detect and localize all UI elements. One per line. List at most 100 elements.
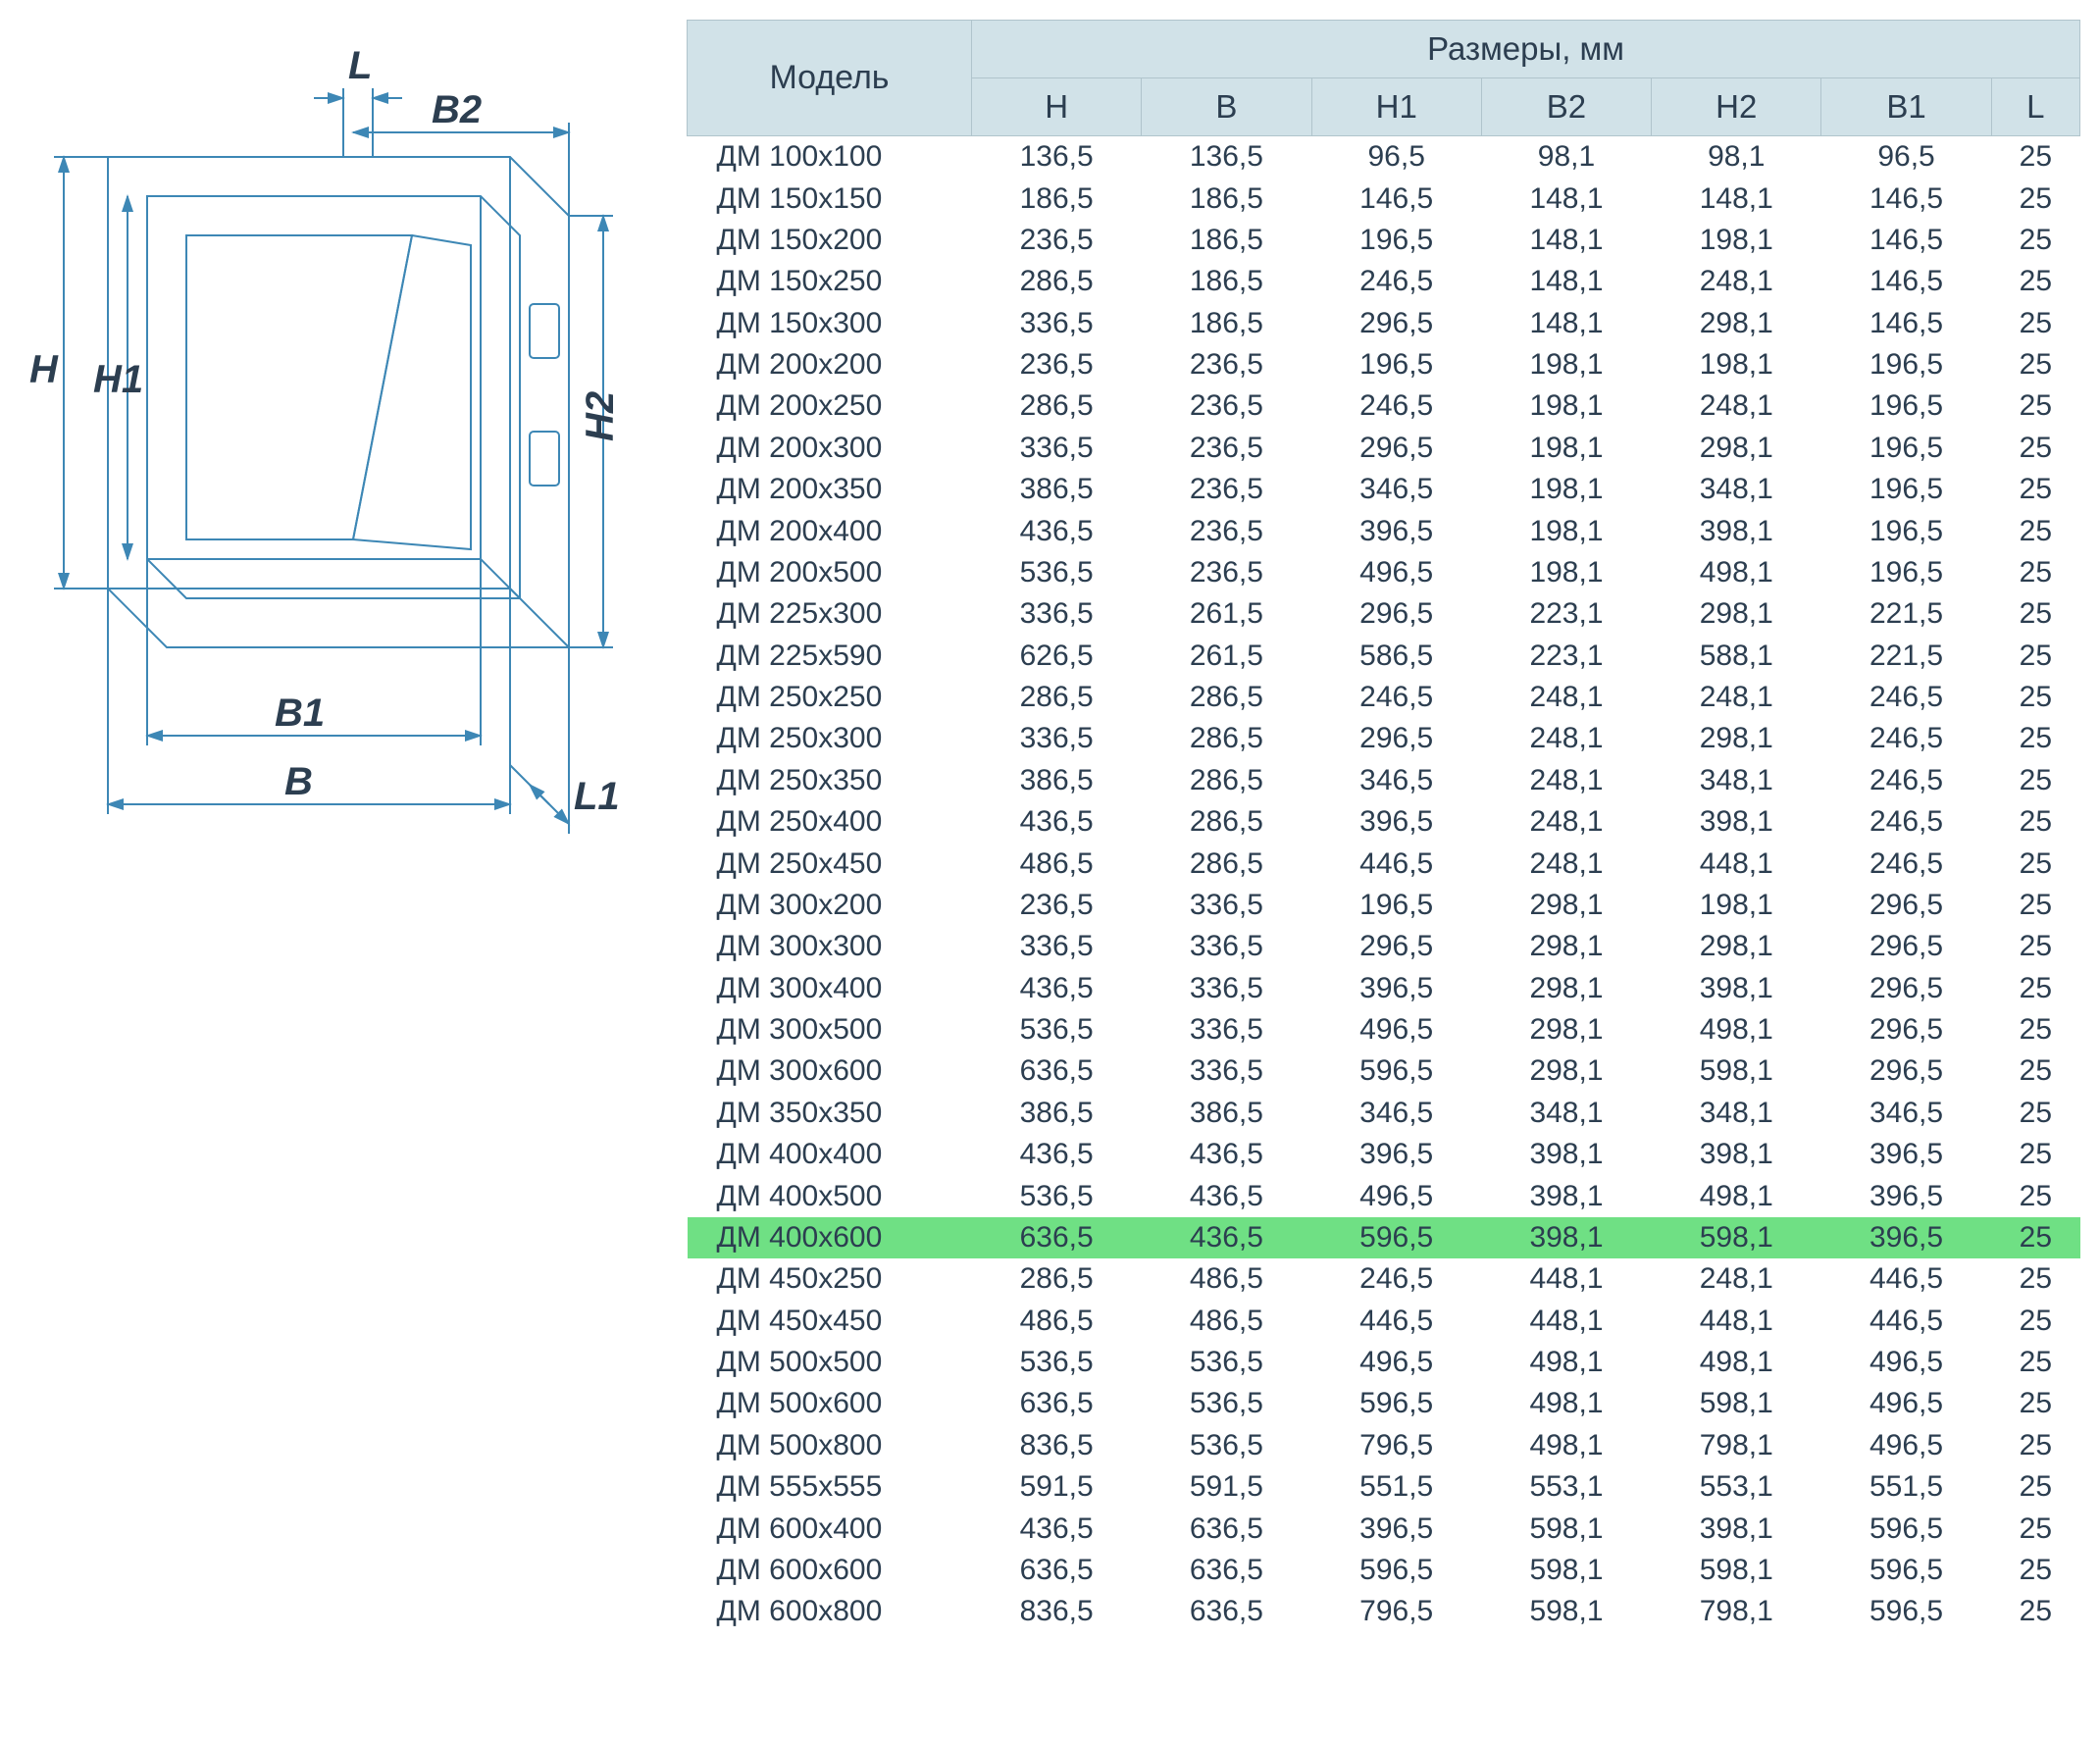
model-cell: ДМ 150х150 xyxy=(688,178,972,219)
dim-cell-H2: 498,1 xyxy=(1652,1175,1821,1216)
dim-label-H2: H2 xyxy=(579,391,622,441)
dim-cell-B: 536,5 xyxy=(1142,1383,1311,1424)
model-cell: ДМ 250х250 xyxy=(688,677,972,718)
dim-cell-H1: 196,5 xyxy=(1311,344,1481,385)
dim-cell-B: 261,5 xyxy=(1142,593,1311,635)
dim-cell-H1: 296,5 xyxy=(1311,428,1481,469)
dim-cell-B: 186,5 xyxy=(1142,261,1311,302)
model-cell: ДМ 200х500 xyxy=(688,552,972,593)
dim-cell-B: 286,5 xyxy=(1142,801,1311,843)
dim-cell-B2: 298,1 xyxy=(1481,1050,1651,1092)
dim-cell-L: 25 xyxy=(1991,428,2079,469)
dim-cell-B1: 551,5 xyxy=(1821,1466,1991,1508)
dim-cell-H1: 196,5 xyxy=(1311,220,1481,261)
model-cell: ДМ 200х300 xyxy=(688,428,972,469)
dim-cell-H: 386,5 xyxy=(972,760,1142,801)
dim-cell-H2: 598,1 xyxy=(1652,1217,1821,1258)
dim-cell-B: 236,5 xyxy=(1142,428,1311,469)
model-cell: ДМ 200х250 xyxy=(688,385,972,427)
dim-cell-B1: 146,5 xyxy=(1821,303,1991,344)
dim-cell-B: 286,5 xyxy=(1142,760,1311,801)
table-row: ДМ 200х250286,5236,5246,5198,1248,1196,5… xyxy=(688,385,2080,427)
dim-cell-H2: 148,1 xyxy=(1652,178,1821,219)
model-cell: ДМ 225х590 xyxy=(688,636,972,677)
dim-cell-H2: 398,1 xyxy=(1652,801,1821,843)
dim-cell-B2: 298,1 xyxy=(1481,968,1651,1009)
dim-cell-H: 536,5 xyxy=(972,552,1142,593)
dim-cell-H1: 496,5 xyxy=(1311,1009,1481,1050)
dim-cell-B1: 346,5 xyxy=(1821,1093,1991,1134)
dim-cell-B: 486,5 xyxy=(1142,1258,1311,1300)
dim-label-L1: L1 xyxy=(574,775,620,818)
dim-cell-B: 186,5 xyxy=(1142,220,1311,261)
dim-cell-B: 236,5 xyxy=(1142,344,1311,385)
table-row: ДМ 300х500536,5336,5496,5298,1498,1296,5… xyxy=(688,1009,2080,1050)
model-cell: ДМ 400х500 xyxy=(688,1175,972,1216)
dim-cell-H1: 96,5 xyxy=(1311,136,1481,179)
table-row: ДМ 300х400436,5336,5396,5298,1398,1296,5… xyxy=(688,968,2080,1009)
dim-cell-B2: 398,1 xyxy=(1481,1217,1651,1258)
table-row: ДМ 150х150186,5186,5146,5148,1148,1146,5… xyxy=(688,178,2080,219)
dim-cell-B2: 398,1 xyxy=(1481,1134,1651,1175)
dim-cell-B2: 198,1 xyxy=(1481,552,1651,593)
dim-cell-H: 386,5 xyxy=(972,1093,1142,1134)
dim-cell-H2: 798,1 xyxy=(1652,1591,1821,1632)
dim-cell-H1: 246,5 xyxy=(1311,1258,1481,1300)
table-body: ДМ 100х100136,5136,596,598,198,196,525ДМ… xyxy=(688,136,2080,1633)
table-row: ДМ 200х200236,5236,5196,5198,1198,1196,5… xyxy=(688,344,2080,385)
dim-cell-H1: 446,5 xyxy=(1311,843,1481,884)
dim-cell-B: 636,5 xyxy=(1142,1591,1311,1632)
dim-cell-B2: 498,1 xyxy=(1481,1342,1651,1383)
table-row: ДМ 400х400436,5436,5396,5398,1398,1396,5… xyxy=(688,1134,2080,1175)
model-cell: ДМ 200х400 xyxy=(688,510,972,551)
dim-cell-H1: 796,5 xyxy=(1311,1591,1481,1632)
dim-cell-H1: 446,5 xyxy=(1311,1301,1481,1342)
dim-cell-H1: 346,5 xyxy=(1311,1093,1481,1134)
dim-cell-B2: 248,1 xyxy=(1481,760,1651,801)
dim-cell-H2: 398,1 xyxy=(1652,968,1821,1009)
dim-cell-H: 336,5 xyxy=(972,593,1142,635)
dim-cell-H: 286,5 xyxy=(972,261,1142,302)
model-cell: ДМ 500х500 xyxy=(688,1342,972,1383)
model-cell: ДМ 200х200 xyxy=(688,344,972,385)
dim-cell-B2: 198,1 xyxy=(1481,428,1651,469)
dim-cell-H2: 598,1 xyxy=(1652,1050,1821,1092)
dim-cell-H1: 596,5 xyxy=(1311,1050,1481,1092)
model-cell: ДМ 250х350 xyxy=(688,760,972,801)
dim-cell-B2: 448,1 xyxy=(1481,1301,1651,1342)
dim-cell-L: 25 xyxy=(1991,926,2079,967)
dim-cell-L: 25 xyxy=(1991,1217,2079,1258)
header-col-H2: H2 xyxy=(1652,78,1821,136)
table-row: ДМ 250х450486,5286,5446,5248,1448,1246,5… xyxy=(688,843,2080,884)
dim-cell-H2: 348,1 xyxy=(1652,469,1821,510)
dim-cell-H1: 246,5 xyxy=(1311,385,1481,427)
model-cell: ДМ 600х600 xyxy=(688,1550,972,1591)
dim-cell-H: 286,5 xyxy=(972,677,1142,718)
dim-cell-H: 536,5 xyxy=(972,1009,1142,1050)
dim-cell-L: 25 xyxy=(1991,1050,2079,1092)
table-row: ДМ 500х600636,5536,5596,5498,1598,1496,5… xyxy=(688,1383,2080,1424)
table-row: ДМ 450х250286,5486,5246,5448,1248,1446,5… xyxy=(688,1258,2080,1300)
dim-cell-L: 25 xyxy=(1991,1258,2079,1300)
dim-cell-L: 25 xyxy=(1991,178,2079,219)
dim-cell-H: 336,5 xyxy=(972,428,1142,469)
header-col-B1: B1 xyxy=(1821,78,1991,136)
dim-cell-B1: 496,5 xyxy=(1821,1383,1991,1424)
dim-cell-H: 286,5 xyxy=(972,385,1142,427)
dim-cell-B: 436,5 xyxy=(1142,1134,1311,1175)
dim-cell-L: 25 xyxy=(1991,344,2079,385)
dim-cell-B1: 146,5 xyxy=(1821,220,1991,261)
dim-cell-B1: 246,5 xyxy=(1821,760,1991,801)
model-cell: ДМ 600х800 xyxy=(688,1591,972,1632)
dim-cell-H2: 198,1 xyxy=(1652,344,1821,385)
dim-cell-H1: 296,5 xyxy=(1311,926,1481,967)
dim-cell-H2: 598,1 xyxy=(1652,1383,1821,1424)
dim-label-B1: B1 xyxy=(275,692,325,735)
dim-cell-B: 336,5 xyxy=(1142,1050,1311,1092)
model-cell: ДМ 555х555 xyxy=(688,1466,972,1508)
dim-cell-B1: 246,5 xyxy=(1821,677,1991,718)
dim-cell-B: 136,5 xyxy=(1142,136,1311,179)
dim-cell-H1: 551,5 xyxy=(1311,1466,1481,1508)
table-row: ДМ 600х800836,5636,5796,5598,1798,1596,5… xyxy=(688,1591,2080,1632)
dim-cell-B2: 298,1 xyxy=(1481,1009,1651,1050)
